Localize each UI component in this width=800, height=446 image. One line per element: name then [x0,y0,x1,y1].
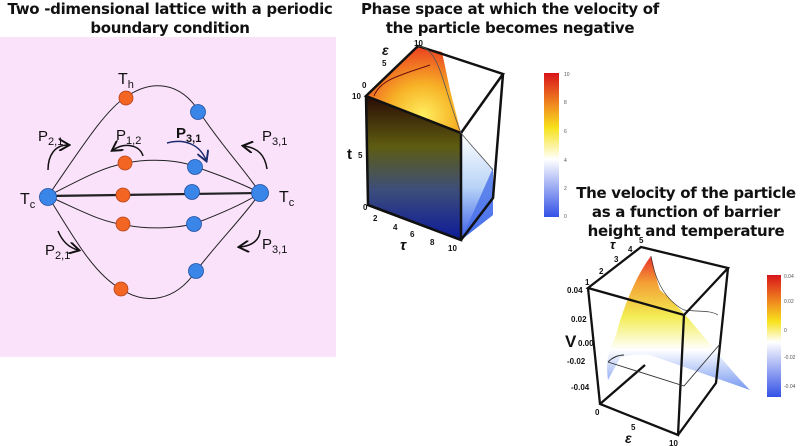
svg-text:4: 4 [393,223,398,232]
svg-text:8: 8 [430,238,435,247]
plot2-colorbar: 0.04 0.02 0 -0.02 -0.04 [767,274,796,397]
velocity-surface [607,256,750,390]
svg-text:6: 6 [410,230,415,239]
lattice-nodes [39,90,269,297]
plot2-axis-labels: 5 4 3 2 1 τ 0.04 0.02 0.00 V -0.02 -0.04… [565,236,678,446]
svg-text:τ: τ [400,237,407,254]
svg-text:ε: ε [625,430,632,446]
svg-text:-0.04: -0.04 [571,383,590,392]
svg-text:P2,1: P2,1 [45,242,70,262]
tc-right-node [251,184,269,202]
arrow-p21-top [47,145,68,171]
arrow-p31-top-right [244,146,268,170]
svg-text:8: 8 [564,100,567,106]
cold-node [190,104,206,120]
lattice-labels: Th Tc Tc P2,1 P1,2 P3,1 P3,1 P2,1 P3,1 [20,71,295,262]
plot1-axis-labels: 10 5 0 ε 10 5 0 t 2 4 6 8 10 τ [347,39,457,254]
svg-text:2: 2 [599,267,604,276]
svg-text:P3,1: P3,1 [176,125,201,145]
svg-text:0.04: 0.04 [784,274,794,280]
svg-text:τ: τ [610,237,616,252]
svg-text:Tc: Tc [279,189,295,209]
svg-text:ε: ε [382,42,389,58]
svg-text:0: 0 [595,408,600,417]
hot-node [115,216,131,232]
cold-node [188,263,204,279]
top-surface [366,46,461,133]
svg-text:10: 10 [564,72,570,78]
svg-text:10: 10 [414,39,423,48]
cold-node [184,184,200,200]
svg-text:0.00: 0.00 [578,339,594,348]
svg-text:0: 0 [784,328,787,334]
hot-node [115,187,131,203]
svg-text:10: 10 [448,244,457,253]
svg-text:P3,1: P3,1 [262,236,287,256]
svg-text:t: t [347,146,352,163]
lattice-title: Two -dimensional lattice with a periodic… [7,0,333,37]
arrow-p12 [113,145,144,157]
svg-text:P3,1: P3,1 [262,128,287,148]
svg-text:5: 5 [358,151,363,160]
svg-text:3: 3 [614,255,619,264]
phase-space-plot: 10 5 0 ε 10 5 0 t 2 4 6 8 10 τ 10 8 6 4 … [347,39,570,254]
tc-left-node [39,188,57,206]
arrow-p21-bottom [57,230,78,250]
front-surface [366,96,461,240]
svg-text:6: 6 [564,129,567,135]
svg-text:V: V [565,332,577,351]
svg-text:P1,2: P1,2 [116,127,141,147]
lattice-edges [47,85,261,300]
svg-text:-0.02: -0.02 [567,357,586,366]
plot1-colorbar: 10 8 6 4 2 0 [544,72,570,220]
svg-text:0.02: 0.02 [571,315,587,324]
svg-text:5: 5 [639,236,644,245]
svg-text:-0.04: -0.04 [784,384,796,390]
svg-text:2: 2 [564,186,567,192]
svg-text:4: 4 [628,245,633,254]
svg-text:0.02: 0.02 [784,299,794,305]
svg-text:5: 5 [631,423,636,432]
svg-text:P2,1: P2,1 [38,128,63,148]
lattice-diagram: Th Tc Tc P2,1 P1,2 P3,1 P3,1 P2,1 P3,1 [20,71,295,300]
svg-text:Th: Th [118,71,134,91]
svg-text:-0.02: -0.02 [784,355,796,361]
lattice-arrows [47,140,268,250]
svg-text:2: 2 [373,214,378,223]
svg-text:10: 10 [669,439,678,446]
velocity-plot-title: The velocity of the particle as a functi… [576,184,796,240]
phase-space-title: Phase space at which the velocity of the… [360,0,660,37]
svg-text:1: 1 [585,278,590,287]
svg-text:0: 0 [363,203,368,212]
svg-text:0.04: 0.04 [567,286,583,295]
svg-text:0: 0 [564,214,567,220]
svg-text:10: 10 [352,92,361,101]
svg-text:Tc: Tc [20,191,36,211]
svg-text:4: 4 [564,158,567,164]
velocity-plot: 5 4 3 2 1 τ 0.04 0.02 0.00 V -0.02 -0.04… [565,236,796,446]
svg-text:0: 0 [362,81,367,90]
hot-node [113,281,129,297]
svg-text:5: 5 [382,59,387,68]
cold-node [186,216,202,232]
hot-node [118,90,134,106]
arrow-p31-bottom-right [240,229,261,247]
arrow-p31-center [166,140,206,160]
cold-node [187,159,203,175]
hot-node [117,155,133,171]
